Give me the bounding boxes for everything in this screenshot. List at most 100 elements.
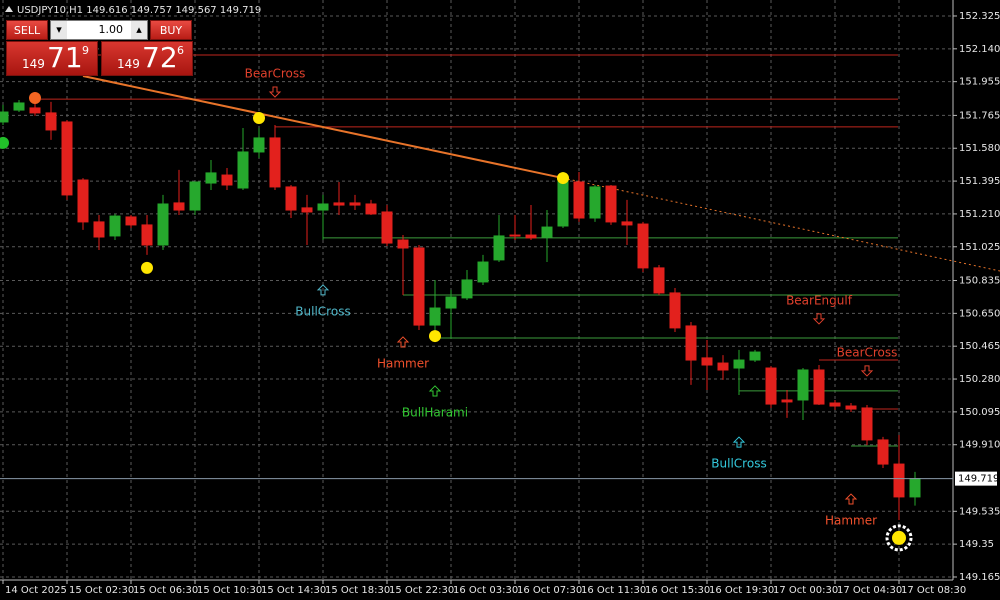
candle-body — [125, 216, 137, 226]
y-tick-label: 152.325 — [959, 11, 1000, 22]
candle-body — [733, 359, 745, 369]
y-tick-label: 151.765 — [959, 110, 1000, 121]
candle-body — [557, 179, 569, 227]
pattern-label: BullCross — [711, 457, 766, 471]
candle-body — [541, 226, 553, 238]
y-tick-label: 151.210 — [959, 209, 1000, 220]
candle-body — [861, 407, 873, 441]
candle-body — [349, 202, 361, 206]
y-tick-label: 150.650 — [959, 308, 1000, 319]
candle-body — [781, 399, 793, 403]
signal-marker — [0, 136, 9, 149]
header-high: 149.757 — [131, 5, 172, 16]
signal-marker — [429, 330, 441, 343]
candle-body — [205, 172, 217, 184]
candle-body — [653, 267, 665, 294]
x-tick-label: 15 Oct 14:30 — [261, 585, 326, 596]
pattern-arrow — [396, 336, 410, 348]
x-tick-label: 15 Oct 06:30 — [133, 585, 198, 596]
x-tick-label: 15 Oct 10:30 — [197, 585, 262, 596]
x-tick-label: 16 Oct 11:30 — [581, 585, 646, 596]
trendline — [82, 75, 564, 180]
y-tick-label: 151.395 — [959, 176, 1000, 187]
lot-decrease[interactable]: ▾ — [51, 21, 67, 39]
chart-header: USDJPY10,H1 149.616 149.757 149.567 149.… — [17, 5, 261, 16]
ask-quote[interactable]: 149 72 6 — [101, 41, 193, 76]
ask-big: 149 — [117, 57, 140, 71]
y-tick-label: 150.465 — [959, 341, 1000, 352]
candle-body — [685, 325, 697, 361]
candle-body — [237, 151, 249, 189]
candle-body — [221, 174, 233, 186]
candle-body — [589, 186, 601, 219]
y-tick-label: 149.535 — [959, 506, 1000, 517]
x-tick-label: 15 Oct 02:30 — [69, 585, 134, 596]
marker-halo — [885, 524, 913, 552]
x-tick-label: 16 Oct 15:30 — [645, 585, 710, 596]
candle-body — [429, 307, 441, 326]
lot-value[interactable]: 1.00 — [98, 23, 124, 36]
y-tick-label: 152.140 — [959, 44, 1000, 55]
candle-body — [493, 235, 505, 261]
signal-marker — [141, 261, 153, 274]
pattern-arrow — [428, 385, 442, 397]
x-tick-label: 17 Oct 08:30 — [901, 585, 966, 596]
x-tick-label: 16 Oct 03:30 — [453, 585, 518, 596]
last-price-label: 149.719 — [958, 474, 999, 485]
signal-marker — [253, 112, 265, 125]
candle-body — [605, 185, 617, 223]
lot-input[interactable]: ▾ 1.00 ▴ — [50, 20, 148, 40]
candle-body — [797, 369, 809, 401]
x-tick-label: 16 Oct 19:30 — [709, 585, 774, 596]
bid-pips: 71 — [47, 41, 83, 74]
candle-body — [93, 221, 105, 238]
bid-quote[interactable]: 149 71 9 — [6, 41, 98, 76]
candle-body — [189, 181, 201, 211]
ask-point: 6 — [177, 44, 184, 57]
candle-body — [13, 102, 25, 111]
candle-body — [637, 223, 649, 269]
signal-marker — [557, 172, 569, 185]
candle-body — [381, 211, 393, 244]
candle-body — [173, 202, 185, 211]
candle-body — [45, 112, 57, 131]
pattern-label: Hammer — [377, 356, 429, 370]
candle-body — [893, 463, 905, 498]
x-tick-label: 14 Oct 2025 — [5, 585, 67, 596]
candle-body — [0, 111, 9, 123]
candle-body — [909, 478, 921, 498]
buy-button[interactable]: BUY — [150, 20, 192, 40]
candle-body — [445, 296, 457, 309]
x-tick-label: 17 Oct 00:30 — [773, 585, 838, 596]
candle-body — [397, 239, 409, 249]
pattern-label: BearCross — [837, 345, 898, 359]
y-tick-label: 151.580 — [959, 143, 1000, 154]
pattern-label: Hammer — [825, 514, 877, 528]
candle-body — [509, 234, 521, 237]
last-price-box — [955, 471, 997, 486]
candle-body — [285, 186, 297, 211]
candle-body — [845, 405, 857, 410]
y-tick-label: 151.955 — [959, 77, 1000, 88]
candle-body — [717, 362, 729, 371]
y-tick-label: 150.095 — [959, 407, 1000, 418]
pattern-label: BearEngulf — [786, 293, 853, 307]
y-tick-label: 149.35 — [959, 539, 994, 550]
candle-body — [301, 207, 313, 213]
candle-body — [109, 215, 121, 237]
y-tick-label: 150.280 — [959, 374, 1000, 385]
window-icon — [5, 6, 13, 12]
signal-marker — [892, 530, 906, 545]
sell-button[interactable]: SELL — [6, 20, 48, 40]
bid-point: 9 — [82, 44, 89, 57]
lot-increase[interactable]: ▴ — [131, 21, 147, 39]
header-low: 149.567 — [175, 5, 216, 16]
x-tick-label: 17 Oct 04:30 — [837, 585, 902, 596]
candle-body — [61, 121, 73, 196]
candle-body — [29, 107, 41, 114]
pattern-label: BullCross — [295, 304, 350, 318]
pattern-label: BearCross — [245, 67, 306, 81]
